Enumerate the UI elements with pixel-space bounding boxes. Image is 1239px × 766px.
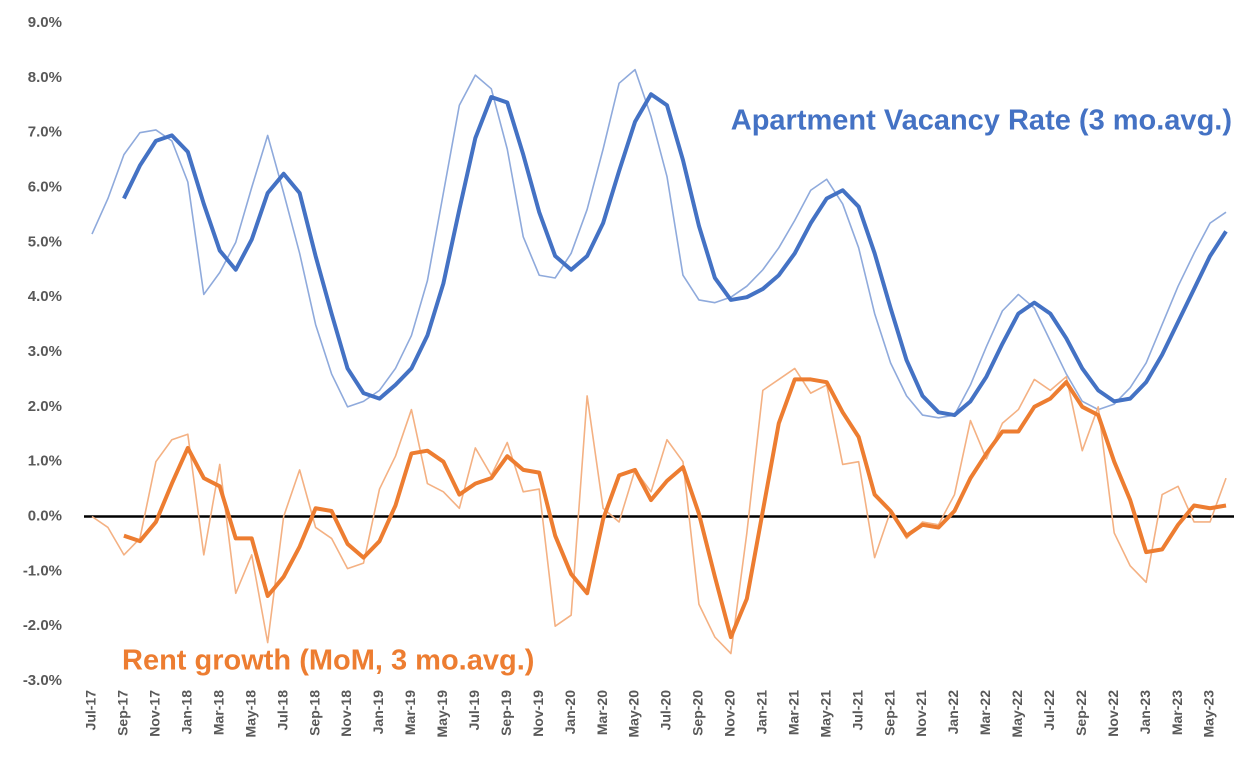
x-tick-label: Jan-21	[754, 690, 770, 735]
x-tick-label: Jul-17	[83, 690, 99, 731]
y-tick-label: -2.0%	[23, 617, 62, 634]
series-annotation: Apartment Vacancy Rate (3 mo.avg.)	[731, 105, 1232, 137]
y-tick-label: -1.0%	[23, 562, 62, 579]
x-tick-label: Sep-22	[1073, 690, 1089, 736]
x-tick-label: May-21	[817, 690, 833, 738]
y-tick-label: 0.0%	[28, 507, 62, 524]
x-tick-label: Nov-22	[1105, 690, 1121, 737]
x-tick-label: Jan-20	[562, 690, 578, 735]
y-tick-label: 2.0%	[28, 398, 62, 415]
x-tick-label: Jan-19	[370, 690, 386, 735]
x-tick-label: Jan-23	[1137, 690, 1153, 735]
y-tick-label: 1.0%	[28, 453, 62, 470]
x-tick-label: Mar-21	[785, 690, 801, 735]
monthly-line	[91, 367, 1227, 655]
x-tick-label: Mar-18	[210, 690, 226, 735]
x-tick-label: Sep-19	[498, 690, 514, 736]
x-tick-label: Sep-20	[690, 690, 706, 736]
x-tick-label: Sep-21	[881, 690, 897, 736]
x-tick-label: Mar-20	[594, 690, 610, 735]
x-tick-label: Nov-20	[722, 690, 738, 737]
x-tick-label: May-20	[626, 690, 642, 738]
y-tick-label: 3.0%	[28, 343, 62, 360]
avg-line	[123, 377, 1227, 640]
x-tick-label: Sep-18	[306, 690, 322, 736]
x-tick-label: Jan-18	[179, 690, 195, 735]
y-tick-label: 8.0%	[28, 69, 62, 86]
monthly-line	[91, 68, 1227, 419]
y-tick-label: -3.0%	[23, 672, 62, 689]
y-tick-label: 6.0%	[28, 178, 62, 195]
x-tick-label: Jul-21	[849, 690, 865, 731]
y-tick-label: 9.0%	[28, 14, 62, 31]
x-tick-label: Jul-20	[658, 690, 674, 731]
x-tick-label: Nov-19	[530, 690, 546, 737]
y-tick-label: 7.0%	[28, 124, 62, 141]
x-tick-label: Jul-18	[274, 690, 290, 731]
avg-line	[122, 92, 1228, 418]
y-tick-label: 4.0%	[28, 288, 62, 305]
y-tick-label: 5.0%	[28, 233, 62, 250]
x-tick-label: May-22	[1009, 690, 1025, 738]
x-tick-label: May-18	[242, 690, 258, 738]
x-tick-label: Nov-17	[147, 690, 163, 737]
x-tick-label: May-23	[1201, 690, 1217, 738]
x-tick-label: Mar-19	[402, 690, 418, 735]
x-tick-label: Mar-22	[977, 690, 993, 735]
x-tick-label: May-19	[434, 690, 450, 738]
x-tick-label: Nov-21	[913, 690, 929, 737]
x-tick-label: Jul-22	[1041, 690, 1057, 731]
x-tick-label: Jan-22	[945, 690, 961, 735]
x-tick-label: Nov-18	[338, 690, 354, 737]
x-tick-label: Jul-19	[466, 690, 482, 731]
x-tick-label: Sep-17	[115, 690, 131, 736]
series-annotation: Rent growth (MoM, 3 mo.avg.)	[122, 645, 534, 677]
x-tick-label: Mar-23	[1169, 690, 1185, 735]
